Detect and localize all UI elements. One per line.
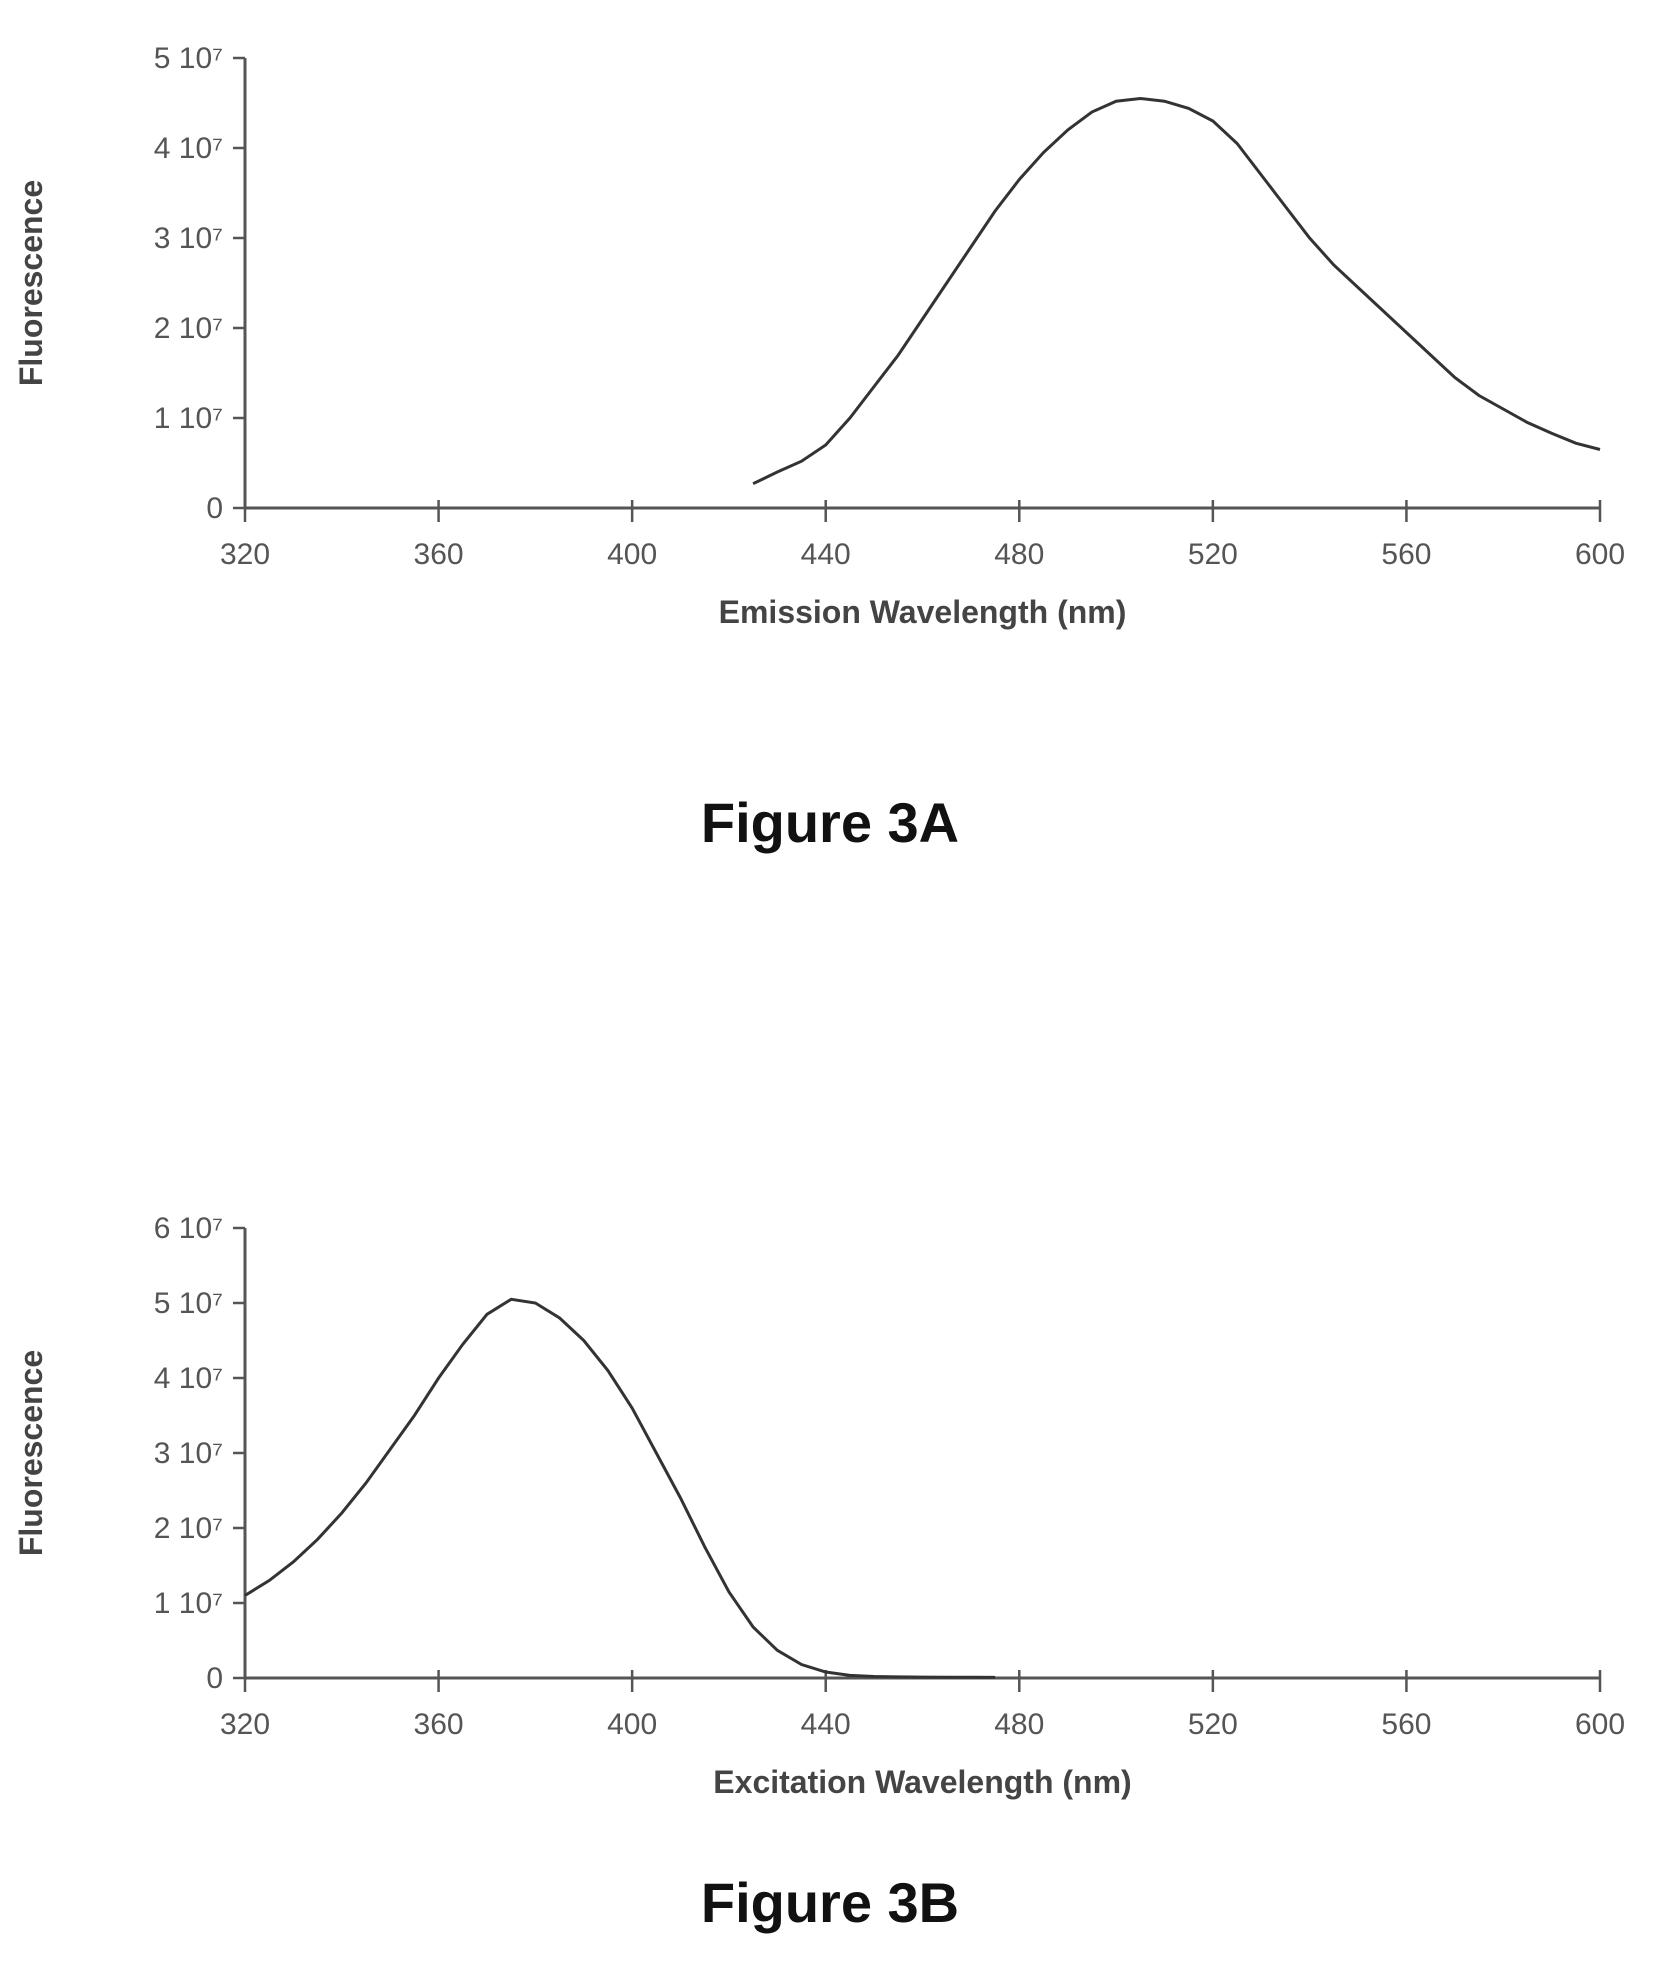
y-tick-label: 1 10⁷ — [154, 1587, 223, 1620]
y-tick-label: 2 10⁷ — [154, 312, 223, 345]
x-tick-label: 600 — [1575, 538, 1625, 571]
y-axis-label: Fluorescence — [13, 180, 49, 386]
x-tick-label: 560 — [1381, 538, 1431, 571]
series-line-0 — [752, 96, 1601, 486]
y-tick-label: 4 10⁷ — [154, 1362, 223, 1395]
x-tick-label: 320 — [220, 1708, 270, 1741]
chart-a-svg: 320 360 400 440 480 520 560 600 0 1 10⁷ 2 10⁷ 3 10⁷… — [13, 42, 1625, 630]
y-axis-label: Fluorescence — [13, 1350, 49, 1556]
x-tick-label: 480 — [994, 538, 1044, 571]
x-tick-label: 440 — [801, 538, 851, 571]
y-tick-label: 6 10⁷ — [154, 1212, 223, 1245]
chart-panel-b: 320 360 400 440 480 520 560 600 0 1 10⁷ 2 10⁷ 3 10⁷… — [0, 1170, 1660, 1968]
x-tick-label: 600 — [1575, 1708, 1625, 1741]
x-tick-label: 360 — [414, 538, 464, 571]
x-axis-label: Excitation Wavelength (nm) — [713, 1764, 1131, 1800]
x-tick-label: 520 — [1188, 1708, 1238, 1741]
y-tick-label: 0 — [206, 1662, 223, 1695]
x-tick-label: 360 — [414, 1708, 464, 1741]
x-tick-label: 520 — [1188, 538, 1238, 571]
figure-caption-b: Figure 3B — [700, 1871, 960, 1934]
y-tick-label: 5 10⁷ — [154, 42, 223, 75]
x-tick-label: 560 — [1381, 1708, 1431, 1741]
chart-b-svg: 320 360 400 440 480 520 560 600 0 1 10⁷ 2 10⁷ 3 10⁷… — [13, 1212, 1625, 1800]
y-tick-label: 2 10⁷ — [154, 1512, 223, 1545]
chart-panel-a: 320 360 400 440 480 520 560 600 0 1 10⁷ 2 10⁷ 3 10⁷… — [0, 0, 1660, 854]
series-line-0 — [244, 1297, 996, 1679]
x-tick-label: 480 — [994, 1708, 1044, 1741]
x-tick-label: 400 — [607, 1708, 657, 1741]
x-tick-label: 400 — [607, 538, 657, 571]
x-axis-label: Emission Wavelength (nm) — [719, 594, 1127, 630]
figure-caption-a: Figure 3A — [700, 791, 960, 854]
y-tick-label: 4 10⁷ — [154, 132, 223, 165]
y-tick-label: 1 10⁷ — [154, 402, 223, 435]
y-tick-label: 0 — [206, 492, 223, 525]
y-tick-label: 3 10⁷ — [154, 1437, 223, 1470]
x-tick-label: 320 — [220, 538, 270, 571]
y-tick-label: 5 10⁷ — [154, 1287, 223, 1320]
y-tick-label: 3 10⁷ — [154, 222, 223, 255]
x-tick-label: 440 — [801, 1708, 851, 1741]
